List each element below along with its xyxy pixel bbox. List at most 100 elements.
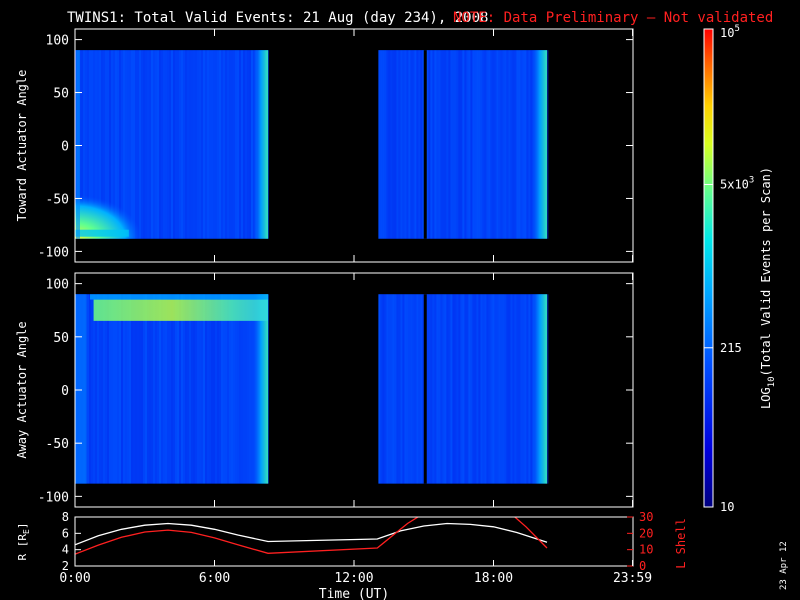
heatmap-streak [432, 50, 435, 239]
heatmap-streak [185, 294, 187, 484]
heatmap-streak [193, 50, 195, 239]
heatmap-streak [173, 50, 175, 239]
heatmap-streak [438, 294, 441, 484]
heatmap-streak [249, 294, 251, 484]
heatmap-streak [456, 50, 459, 239]
heatmap-streak [135, 294, 137, 484]
heatmap-streak [131, 294, 133, 484]
heatmap-streak [516, 50, 519, 239]
heatmap-streak [171, 294, 173, 484]
heatmap-streak [494, 50, 497, 239]
heatmap-streak [528, 50, 531, 239]
heatmap-streak [111, 50, 113, 239]
heatmap-streak [468, 50, 471, 239]
heatmap-streak [187, 294, 189, 484]
heatmap-streak [464, 294, 467, 484]
heatmap-streak [217, 294, 219, 484]
heatmap-streak [394, 294, 397, 484]
x-axis-label: Time (UT) [319, 587, 389, 600]
heatmap-streak [199, 294, 201, 484]
heatmap-streak [428, 50, 431, 239]
heatmap-streak [478, 50, 481, 239]
heatmap-streak [227, 50, 229, 239]
heatmap-streak [95, 50, 97, 239]
heatmap-streak [382, 294, 385, 484]
heatmap-streak [388, 50, 391, 239]
heatmap-streak [406, 294, 409, 484]
heatmap-streak [490, 50, 493, 239]
heatmap-streak [107, 294, 109, 484]
y-tick-label: 100 [46, 34, 69, 49]
heatmap-streak [103, 294, 105, 484]
heatmap-streak [213, 50, 215, 239]
y-tick-label: -50 [46, 192, 69, 207]
heatmap-streak [462, 50, 465, 239]
y-tick-label: -100 [38, 490, 69, 505]
heatmap-streak [412, 50, 415, 239]
heatmap-streak [125, 294, 127, 484]
heatmap-streak [458, 50, 461, 239]
x-tick-label: 18:00 [474, 571, 513, 586]
heatmap-streak [177, 50, 179, 239]
heatmap-streak [428, 294, 431, 484]
heatmap-streak [440, 50, 443, 239]
heatmap-streak [163, 294, 165, 484]
toward-panel: 100 50 0 -50 -100 Toward Actuator Angle [15, 28, 634, 263]
y-tick-label-right: 10 [639, 543, 653, 557]
heatmap-streak [402, 294, 405, 484]
heatmap-edge [251, 294, 268, 484]
heatmap-streak [187, 50, 189, 239]
heatmap-streak [526, 294, 529, 484]
heatmap-streak [225, 50, 227, 239]
heatmap-streak [101, 294, 103, 484]
heatmap-streak [141, 50, 143, 239]
heatmap-streak [121, 294, 123, 484]
heatmap-streak [426, 294, 429, 484]
y-tick-label: 4 [62, 543, 69, 557]
y-tick-label: -100 [38, 245, 69, 260]
heatmap-streak [382, 50, 385, 239]
heatmap-streak [468, 294, 471, 484]
heatmap-streak [203, 50, 205, 239]
heatmap-streak [460, 50, 463, 239]
heatmap-streak [420, 50, 423, 239]
heatmap-streak [478, 294, 481, 484]
y-tick-label-right: 30 [639, 510, 653, 524]
heatmap-streak [135, 50, 137, 239]
heatmap-streak [153, 294, 155, 484]
heatmap-streak [518, 50, 521, 239]
heatmap-streak [241, 50, 243, 239]
heatmap-streak [416, 50, 419, 239]
heatmap-streak [183, 50, 185, 239]
colorbar-label-base: LOG [759, 387, 773, 409]
heatmap-streak [115, 294, 117, 484]
heatmap-streak [155, 294, 157, 484]
y-tick-label: 8 [62, 510, 69, 524]
heatmap-streak [432, 294, 435, 484]
heatmap-streak [189, 294, 191, 484]
heatmap-streak [241, 294, 243, 484]
y-tick-label-right: 20 [639, 526, 653, 540]
heatmap-streak [163, 50, 165, 239]
colorbar-tick-exp: 3 [749, 175, 754, 185]
heatmap-streak [99, 50, 101, 239]
y-tick-label: 50 [53, 331, 69, 346]
y-tick-label: 0 [61, 384, 69, 399]
heatmap-streak [133, 294, 135, 484]
heatmap-streak [462, 294, 465, 484]
heatmap-streak [422, 294, 425, 484]
lshell-line [75, 517, 548, 555]
heatmap-streak [508, 294, 511, 484]
y-axis-label: Away Actuator Angle [15, 321, 29, 458]
heatmap-streak [237, 50, 239, 239]
heatmap-streak [195, 294, 197, 484]
heatmap-streak [161, 50, 163, 239]
heatmap-streak [482, 50, 485, 239]
heatmap-streak [452, 294, 455, 484]
heatmap-streak [171, 50, 173, 239]
heatmap-streak [219, 294, 221, 484]
bright-column [75, 294, 87, 484]
heatmap-streak [452, 50, 455, 239]
heatmap-streak [458, 294, 461, 484]
heatmap-streak [119, 294, 121, 484]
